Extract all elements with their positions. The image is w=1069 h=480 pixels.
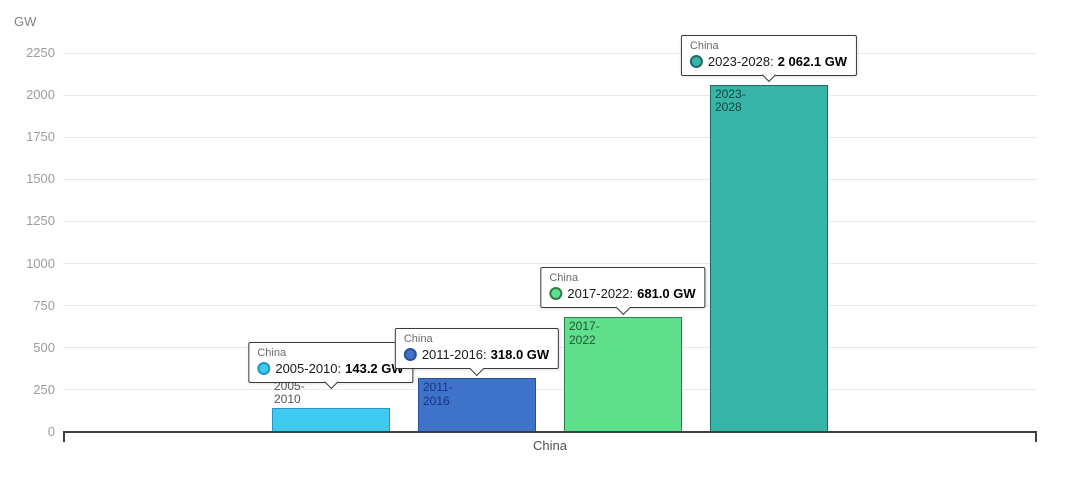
tooltip-pointer [469, 361, 485, 376]
bar-data-label: 2011- 2016 [423, 381, 453, 408]
bar-china-2005-2010[interactable] [272, 407, 390, 432]
tooltip-period-label: 2011-2016: [421, 347, 487, 363]
y-axis-tick-label: 2000 [26, 87, 55, 103]
tooltip-series-name: China [549, 272, 579, 285]
series-marker-icon [257, 361, 271, 375]
gridline [63, 220, 1037, 222]
y-axis-tick-label: 2250 [26, 45, 55, 60]
y-axis-tick-label: 1250 [26, 213, 55, 229]
series-marker-icon [689, 54, 703, 68]
x-axis-line [63, 431, 1037, 433]
x-axis-category-label: China [533, 438, 567, 453]
y-axis-tick-label: 500 [33, 339, 55, 355]
tooltip-pointer [761, 68, 777, 83]
bar-data-label-line: 2016 [423, 393, 450, 408]
tooltip-value-row: 2005-2010: 143.2 GW [257, 360, 404, 377]
tooltip-2017-2022: China 2017-2022: 681.0 GW [540, 267, 706, 315]
tooltip-pointer [615, 300, 631, 315]
tooltip-value-row: 2017-2022: 681.0 GW [549, 285, 696, 302]
bar-china-2011-2016[interactable] [418, 378, 536, 432]
y-axis-tick-label: 0 [47, 424, 55, 439]
bar-data-label-line: 2010 [274, 392, 301, 407]
y-axis-tick-label: 1000 [26, 255, 55, 271]
tooltip-value: 143.2 GW [345, 360, 404, 376]
bar-data-label-line: 2011- [423, 380, 453, 395]
tooltip-value: 681.0 GW [637, 286, 696, 302]
tooltip-value-row: 2011-2016: 318.0 GW [403, 346, 550, 363]
tooltip-pointer [323, 375, 339, 390]
tooltip-period-label: 2023-2028: [707, 53, 774, 69]
y-axis-unit-label: GW [14, 14, 37, 29]
tooltip-series-name: China [403, 333, 433, 346]
gridline [63, 178, 1037, 180]
tooltip-value: 318.0 GW [490, 347, 550, 363]
bar-data-label-line: 2023- [715, 86, 746, 101]
gridline [63, 94, 1037, 96]
tooltip-series-name: China [257, 346, 287, 359]
tooltip-2011-2016: China 2011-2016: 318.0 GW [394, 328, 560, 376]
y-axis-tick-label: 1750 [26, 129, 55, 145]
tooltip-period-label: 2017-2022: [567, 286, 634, 302]
y-axis-tick-label: 1500 [26, 171, 55, 187]
gridline [63, 389, 1037, 391]
series-marker-icon [403, 348, 417, 362]
tooltip-2005-2010: China 2005-2010: 143.2 GW [248, 341, 414, 390]
bar-data-label: 2005- 2010 [274, 379, 305, 407]
tooltip-period-label: 2005-2010: [275, 360, 342, 376]
bar-data-label: 2023- 2028 [715, 86, 746, 115]
tooltip-2023-2028: China 2023-2028: 2 062.1 GW [680, 34, 858, 83]
gridline [63, 52, 1037, 54]
bar-data-label-line: 2022 [569, 332, 596, 347]
tooltip-value: 2 062.1 GW [777, 53, 848, 69]
bar-data-label-line: 2028 [715, 100, 742, 115]
y-axis-tick-label: 250 [33, 381, 55, 397]
tooltip-series-name: China [689, 39, 719, 52]
x-axis-end-tick [1035, 431, 1037, 442]
bar-china-2017-2022[interactable] [564, 317, 682, 432]
gridline [63, 136, 1037, 138]
bar-china-2023-2028[interactable] [710, 84, 828, 432]
bar-data-label: 2017- 2022 [569, 320, 600, 347]
tooltip-value-row: 2023-2028: 2 062.1 GW [689, 53, 848, 70]
bar-data-label-line: 2017- [569, 319, 600, 334]
gridline [63, 263, 1037, 265]
series-marker-icon [549, 287, 563, 301]
x-axis-start-tick [63, 431, 65, 442]
y-axis-tick-label: 750 [33, 297, 55, 313]
